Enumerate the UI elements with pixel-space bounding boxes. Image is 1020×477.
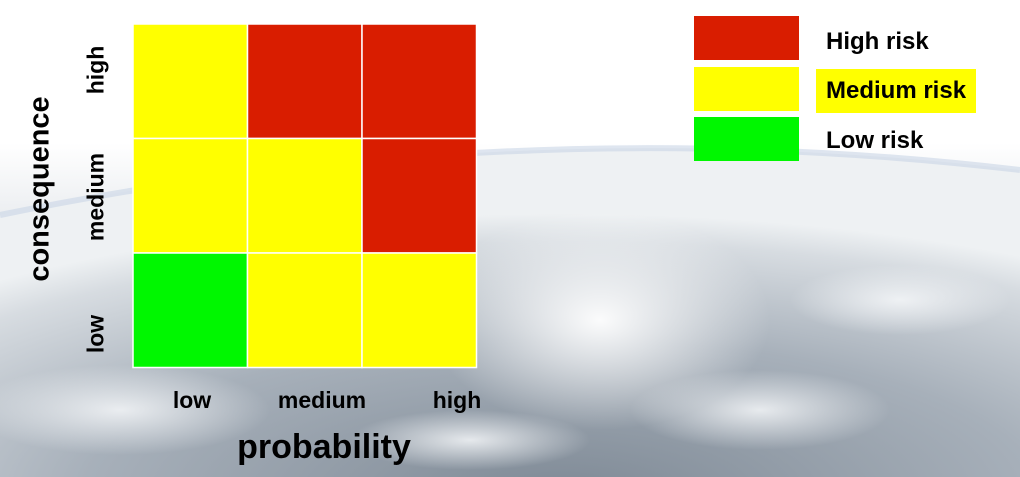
matrix-cell-medium-consequence-medium-probability [246, 137, 363, 254]
legend-label-medium-risk: Medium risk [816, 69, 977, 113]
matrix-cell-high-consequence-medium-probability [246, 23, 363, 140]
matrix-cell-medium-consequence-high-probability [361, 137, 478, 254]
matrix-cell-low-consequence-medium-probability [246, 252, 363, 369]
matrix-cell-medium-consequence-low-probability [132, 137, 249, 254]
matrix-cell-low-consequence-low-probability [132, 252, 249, 369]
y-tick-label-low: low [82, 314, 109, 354]
matrix-cell-high-consequence-low-probability [132, 23, 249, 140]
matrix-cell-low-consequence-high-probability [361, 252, 478, 369]
legend-swatch-medium-risk [694, 67, 799, 111]
x-tick-label-low: low [172, 387, 212, 413]
y-tick-label-high: high [82, 45, 109, 95]
y-tick-label-medium: medium [82, 152, 109, 242]
x-axis-title: probability [237, 428, 411, 466]
matrix-cell-high-consequence-high-probability [361, 23, 478, 140]
risk-matrix-cells [132, 23, 478, 369]
legend-swatch-low-risk [694, 117, 799, 161]
x-tick-label-high: high [432, 387, 482, 413]
legend-swatch-high-risk [694, 16, 799, 60]
x-tick-label-medium: medium [277, 387, 367, 413]
legend-label-high-risk: High risk [826, 28, 929, 55]
y-axis-title: consequence [23, 96, 56, 282]
legend-label-low-risk: Low risk [826, 127, 924, 154]
